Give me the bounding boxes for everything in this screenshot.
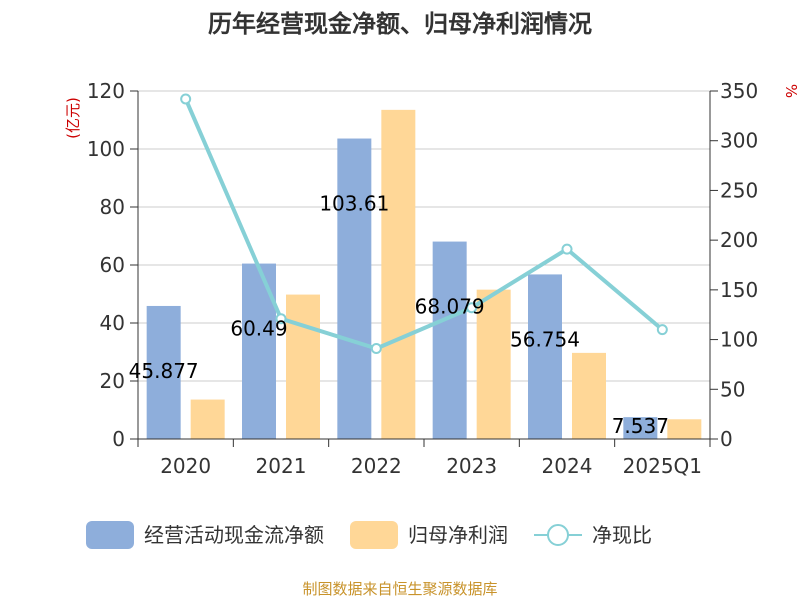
axes: 1201008060402003503002502001501005002020…: [87, 79, 758, 478]
right-tick-label: 200: [720, 228, 758, 252]
cashflow-data-label: 45.877: [129, 359, 199, 383]
right-tick-label: 250: [720, 178, 758, 202]
x-tick-label: 2021: [256, 454, 307, 478]
right-axis-unit: %: [782, 84, 800, 98]
right-tick-label: 100: [720, 328, 758, 352]
left-tick-label: 40: [100, 311, 125, 335]
cashflow-data-label: 56.754: [510, 327, 580, 351]
netprofit-bar: [190, 399, 225, 439]
right-tick-label: 150: [720, 278, 758, 302]
left-tick-label: 100: [87, 137, 125, 161]
right-tick-label: 300: [720, 129, 758, 153]
legend: 经营活动现金流净额 归母净利润 净现比: [86, 521, 652, 549]
legend-label: 归母净利润: [408, 523, 508, 547]
cashflow-data-label: 60.49: [230, 317, 287, 341]
x-tick-label: 2020: [160, 454, 211, 478]
cashflow-bar: [623, 417, 658, 439]
ratio-point: [370, 343, 382, 355]
cashflow-bar: [528, 274, 562, 439]
chart-title: 历年经营现金净额、归母净利润情况: [208, 10, 592, 38]
cashflow-bar: [432, 241, 467, 439]
ratio-polyline: [183, 98, 664, 351]
right-tick-label: 0: [720, 427, 733, 451]
legend-label: 净现比: [592, 523, 652, 547]
grid: [138, 90, 710, 382]
x-tick-label: 2023: [446, 454, 497, 478]
ratio-point: [275, 313, 287, 325]
cashflow-bar: [146, 305, 181, 439]
legend-cashflow-swatch: [86, 521, 134, 549]
left-tick-label: 0: [112, 427, 125, 451]
netprofit-bar: [286, 294, 320, 439]
netprofit-bar: [667, 419, 702, 439]
x-tick-label: 2022: [351, 454, 402, 478]
ratio-point: [656, 324, 668, 336]
left-tick-label: 80: [100, 195, 125, 219]
cashflow-data-label: 103.61: [319, 192, 389, 216]
legend-ratio-marker: [547, 524, 569, 546]
legend-label: 经营活动现金流净额: [144, 523, 324, 547]
data-labels: 45.877 60.49 103.61 68.079 56.754 7.537: [129, 192, 669, 438]
left-axis-unit: (亿元): [64, 97, 82, 139]
legend-netprofit-swatch: [350, 521, 398, 549]
left-tick-label: 120: [87, 79, 125, 103]
bars: [146, 109, 702, 439]
cashflow-bar: [242, 263, 276, 439]
right-tick-label: 50: [720, 377, 745, 401]
left-tick-label: 60: [100, 253, 125, 277]
x-tick-label: 2025Q1: [623, 454, 702, 478]
source-note: 制图数据来自恒生聚源数据库: [302, 580, 497, 598]
ratio-line: [180, 93, 668, 355]
cashflow-bar: [337, 138, 372, 439]
left-tick-label: 20: [100, 369, 125, 393]
ratio-point: [466, 302, 478, 314]
cashflow-data-label: 68.079: [415, 295, 485, 319]
cashflow-data-label: 7.537: [612, 414, 669, 438]
netprofit-bar: [381, 109, 416, 439]
netprofit-bar: [476, 289, 511, 439]
ratio-point: [561, 243, 573, 255]
x-tick-label: 2024: [542, 454, 593, 478]
netprofit-bar: [572, 352, 606, 439]
right-tick-label: 350: [720, 79, 758, 103]
ratio-point: [180, 93, 192, 105]
